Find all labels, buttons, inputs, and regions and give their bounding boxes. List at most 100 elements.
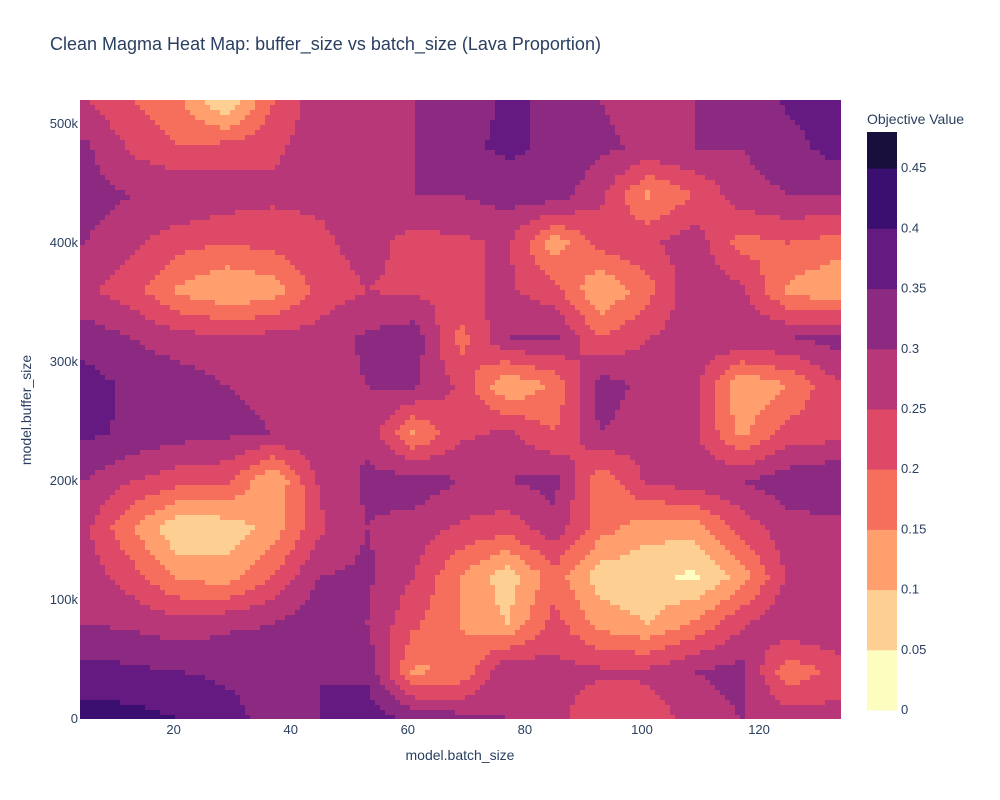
contour-cell xyxy=(250,465,291,471)
contour-cell xyxy=(95,470,161,476)
contour-cell xyxy=(570,455,631,461)
contour-cell xyxy=(715,535,741,541)
contour-cell xyxy=(650,220,841,226)
contour-cell xyxy=(595,270,606,276)
contour-cell xyxy=(320,485,361,491)
contour-cell xyxy=(590,240,661,246)
contour-cell xyxy=(80,700,121,706)
contour-cell xyxy=(620,480,646,486)
contour-cell xyxy=(485,290,521,296)
contour-cell xyxy=(80,165,101,171)
contour-cell xyxy=(715,410,731,416)
contour-cell xyxy=(495,570,516,576)
contour-cell xyxy=(105,565,136,571)
contour-cell xyxy=(665,325,841,331)
contour-cell xyxy=(740,560,761,566)
contour-cell xyxy=(570,325,591,331)
contour-cell xyxy=(565,385,581,391)
contour-cell xyxy=(715,665,746,671)
contour-cell xyxy=(585,615,641,621)
contour-cell xyxy=(570,570,591,576)
contour-cell xyxy=(355,340,426,346)
contour-cell xyxy=(730,410,761,416)
contour-cell xyxy=(475,390,496,396)
contour-cell xyxy=(635,215,661,221)
contour-cell xyxy=(475,670,491,676)
contour-cell xyxy=(650,635,696,641)
contour-cell xyxy=(640,545,701,551)
contour-cell xyxy=(95,155,136,161)
contour-cell xyxy=(450,475,516,481)
contour-cell xyxy=(560,560,581,566)
contour-cell xyxy=(670,315,771,321)
contour-cell xyxy=(80,200,121,206)
contour-cell xyxy=(425,550,456,556)
contour-cell xyxy=(460,595,496,601)
contour-cell xyxy=(565,320,586,326)
contour-cell xyxy=(760,665,781,671)
contour-cell xyxy=(560,335,581,341)
contour-cell xyxy=(620,405,701,411)
contour-cell xyxy=(460,575,491,581)
contour-cell xyxy=(745,360,811,366)
contour-cell xyxy=(700,410,716,416)
contour-cell xyxy=(320,500,361,506)
contour-cell xyxy=(80,500,106,506)
contour-cell xyxy=(80,250,136,256)
contour-cell xyxy=(660,160,751,166)
contour-cell xyxy=(610,330,661,336)
contour-cell xyxy=(715,425,736,431)
contour-cell xyxy=(145,240,336,246)
contour-cell xyxy=(285,585,316,591)
contour-cell xyxy=(655,175,706,181)
contour-cell xyxy=(475,690,581,696)
contour-cell xyxy=(320,700,376,706)
contour-cell xyxy=(640,470,776,476)
contour-cell xyxy=(515,430,581,436)
contour-cell xyxy=(590,575,676,581)
contour-cell xyxy=(820,670,841,676)
contour-cell xyxy=(415,110,496,116)
contour-cell xyxy=(515,585,541,591)
contour-cell xyxy=(495,585,516,591)
contour-cell xyxy=(680,640,726,646)
contour-cell xyxy=(765,285,786,291)
contour-cell xyxy=(80,540,96,546)
contour-cell xyxy=(450,380,476,386)
contour-cell xyxy=(90,100,136,106)
contour-cell xyxy=(260,460,286,466)
contour-cell xyxy=(575,185,611,191)
contour-cell xyxy=(415,505,571,511)
contour-cell xyxy=(80,585,121,591)
contour-cell xyxy=(80,360,86,366)
contour-cell xyxy=(110,430,271,436)
contour-cell xyxy=(625,195,646,201)
contour-cell xyxy=(485,145,531,151)
contour-cell xyxy=(125,190,416,196)
contour-cell xyxy=(550,610,561,616)
contour-cell xyxy=(585,685,651,691)
contour-cell xyxy=(80,325,106,331)
contour-cell xyxy=(285,150,416,156)
contour-cell xyxy=(715,455,766,461)
contour-cell xyxy=(415,665,431,671)
contour-cell xyxy=(665,605,716,611)
contour-cell xyxy=(645,305,676,311)
contour-cell xyxy=(430,455,571,461)
contour-cell xyxy=(485,250,511,256)
contour-cell xyxy=(760,410,801,416)
contour-cell xyxy=(735,710,746,716)
contour-cell xyxy=(465,545,531,551)
contour-cell xyxy=(80,150,96,156)
contour-cell xyxy=(115,400,246,406)
contour-cell xyxy=(80,230,91,236)
contour-cell xyxy=(375,570,416,576)
contour-cell xyxy=(805,270,841,276)
contour-cell xyxy=(400,660,481,666)
contour-cell xyxy=(590,495,636,501)
contour-cell xyxy=(645,190,651,196)
contour-cell xyxy=(535,255,621,261)
contour-cell xyxy=(450,375,476,381)
contour-cell xyxy=(540,585,571,591)
contour-cell xyxy=(820,265,841,271)
